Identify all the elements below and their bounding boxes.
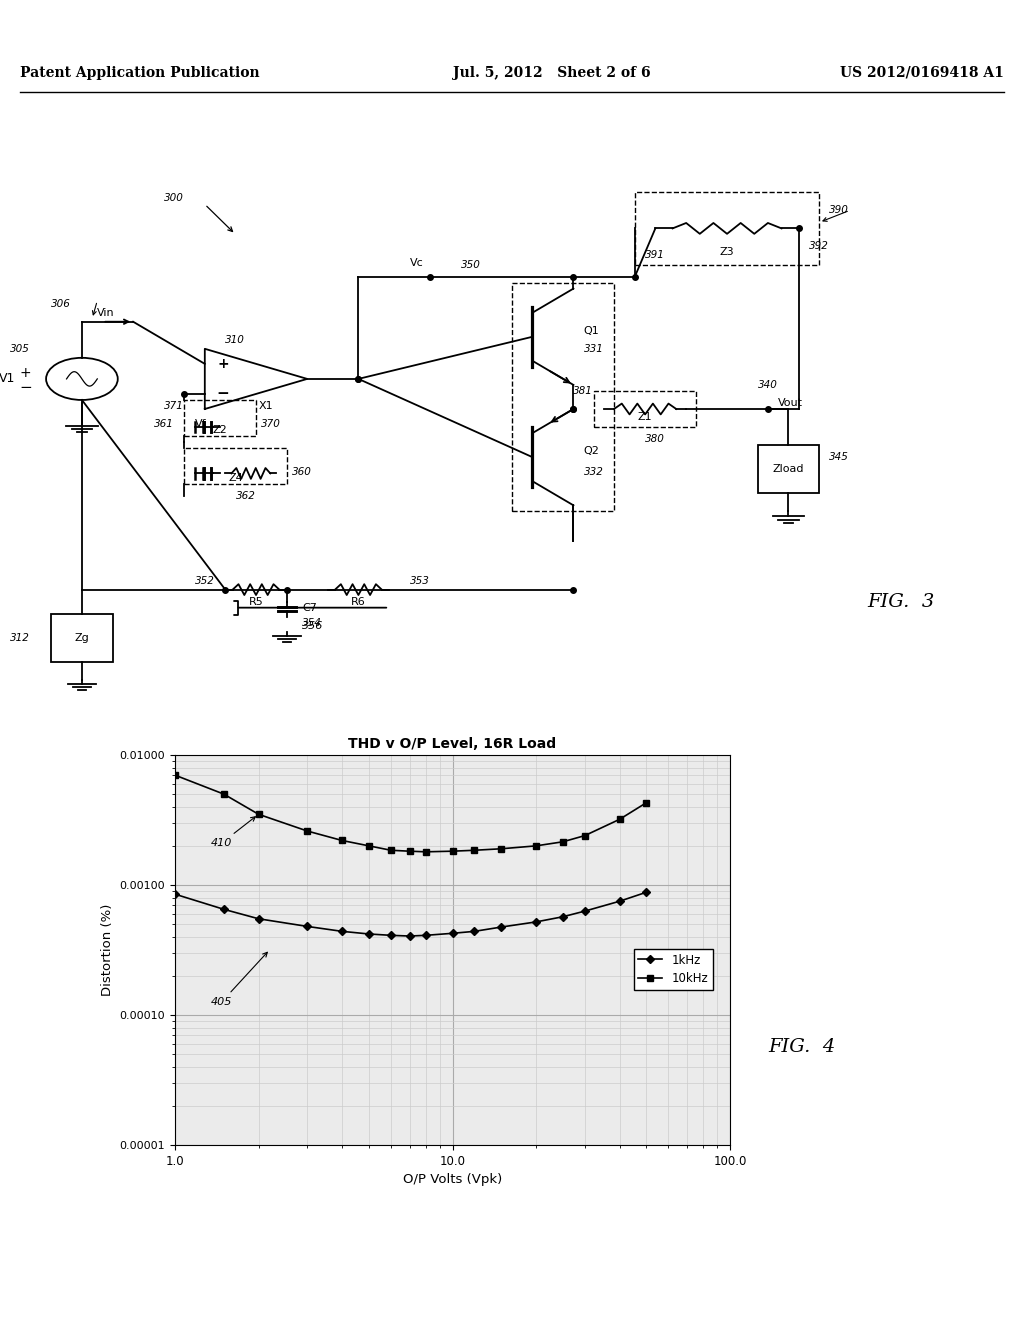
Legend: 1kHz, 10kHz: 1kHz, 10kHz	[634, 949, 713, 990]
Text: 405: 405	[211, 952, 267, 1007]
Text: C7: C7	[302, 603, 317, 612]
1kHz	[420, 928, 432, 944]
10kHz	[385, 842, 397, 858]
Text: Z4: Z4	[228, 473, 243, 483]
Text: FIG.  3: FIG. 3	[867, 593, 935, 611]
Text: 381: 381	[573, 385, 593, 396]
1kHz	[579, 903, 591, 919]
Text: +: +	[217, 356, 229, 371]
Text: 380: 380	[645, 434, 665, 444]
Text: US 2012/0169418 A1: US 2012/0169418 A1	[840, 66, 1004, 79]
Bar	[184, 400, 256, 436]
Text: R5: R5	[249, 597, 263, 607]
Text: Vf: Vf	[195, 418, 206, 429]
10kHz	[336, 833, 348, 849]
Text: 353: 353	[410, 576, 429, 586]
1kHz	[468, 924, 480, 940]
Text: 370: 370	[261, 418, 281, 429]
Text: 352: 352	[195, 576, 214, 586]
Text: 356: 356	[302, 620, 323, 631]
Text: 305: 305	[10, 343, 30, 354]
Text: 371: 371	[164, 401, 183, 411]
Bar	[51, 614, 113, 661]
Bar	[635, 193, 819, 264]
1kHz	[446, 925, 459, 941]
1kHz	[529, 913, 542, 929]
Text: Q2: Q2	[584, 446, 600, 457]
Text: −: −	[217, 387, 229, 401]
Text: Zg: Zg	[75, 632, 89, 643]
1kHz	[385, 928, 397, 944]
10kHz	[403, 843, 416, 859]
Text: 354: 354	[302, 618, 322, 628]
10kHz	[613, 812, 626, 828]
1kHz	[403, 928, 416, 944]
Text: Jul. 5, 2012   Sheet 2 of 6: Jul. 5, 2012 Sheet 2 of 6	[453, 66, 650, 79]
Text: 392: 392	[809, 242, 828, 251]
Bar	[758, 445, 819, 494]
1kHz	[301, 919, 313, 935]
1kHz	[613, 894, 626, 909]
Text: +: +	[19, 366, 32, 380]
Bar	[594, 391, 696, 428]
Text: Patent Application Publication: Patent Application Publication	[20, 66, 260, 79]
1kHz	[640, 884, 652, 900]
10kHz	[301, 824, 313, 840]
Text: 361: 361	[154, 418, 173, 429]
Text: 345: 345	[829, 453, 849, 462]
Text: −: −	[19, 380, 32, 396]
Line: 10kHz: 10kHz	[172, 772, 649, 855]
Text: Z3: Z3	[720, 247, 734, 257]
10kHz	[218, 787, 230, 803]
X-axis label: O/P Volts (Vpk): O/P Volts (Vpk)	[402, 1173, 502, 1187]
1kHz	[336, 924, 348, 940]
10kHz	[557, 834, 569, 850]
Text: X1: X1	[259, 401, 273, 411]
Text: 300: 300	[164, 193, 183, 203]
Text: V1: V1	[0, 372, 15, 385]
1kHz	[218, 902, 230, 917]
10kHz	[579, 828, 591, 843]
10kHz	[446, 843, 459, 859]
Text: Vin: Vin	[97, 308, 115, 318]
Text: 410: 410	[211, 817, 255, 847]
Text: 391: 391	[645, 251, 665, 260]
10kHz	[252, 807, 264, 822]
Text: 340: 340	[758, 380, 777, 389]
1kHz	[252, 911, 264, 927]
1kHz	[557, 908, 569, 924]
10kHz	[529, 838, 542, 854]
10kHz	[496, 841, 508, 857]
Text: 310: 310	[225, 335, 245, 345]
10kHz	[468, 842, 480, 858]
1kHz	[362, 927, 375, 942]
Title: THD v O/P Level, 16R Load: THD v O/P Level, 16R Load	[348, 737, 557, 751]
Text: Vc: Vc	[410, 257, 423, 268]
Text: Vout: Vout	[778, 399, 803, 408]
Text: Zload: Zload	[773, 465, 804, 474]
1kHz	[496, 919, 508, 935]
Text: 350: 350	[461, 260, 480, 269]
Bar	[512, 282, 614, 511]
Y-axis label: Distortion (%): Distortion (%)	[101, 904, 114, 997]
Text: 360: 360	[292, 467, 311, 478]
Text: 331: 331	[584, 343, 603, 354]
Bar	[184, 447, 287, 484]
Text: Q1: Q1	[584, 326, 599, 335]
Text: 332: 332	[584, 467, 603, 478]
Text: 306: 306	[51, 298, 71, 309]
Text: FIG.  4: FIG. 4	[768, 1039, 836, 1056]
Text: Z1: Z1	[638, 412, 652, 422]
Text: 312: 312	[10, 632, 30, 643]
10kHz	[362, 838, 375, 854]
Text: Z2: Z2	[213, 425, 227, 434]
10kHz	[420, 843, 432, 859]
Text: 362: 362	[236, 491, 255, 502]
10kHz	[640, 795, 652, 810]
Text: R6: R6	[351, 597, 366, 607]
10kHz	[169, 767, 181, 783]
Text: 390: 390	[829, 206, 849, 215]
1kHz	[169, 886, 181, 902]
Line: 1kHz: 1kHz	[172, 890, 649, 939]
